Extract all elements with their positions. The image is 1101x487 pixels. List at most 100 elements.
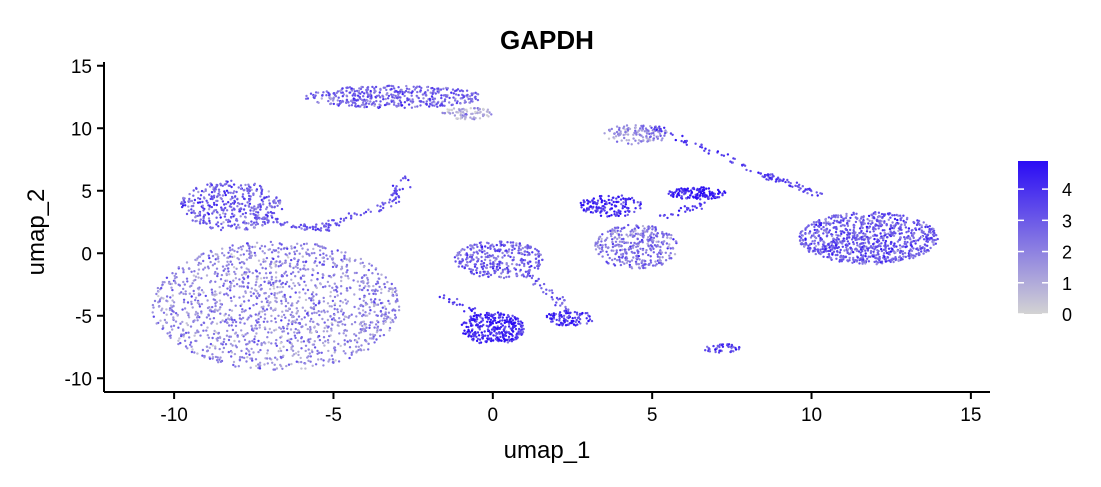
data-point [292, 224, 295, 227]
data-point [489, 273, 493, 277]
data-point [463, 321, 466, 324]
data-point [202, 321, 205, 324]
data-point [494, 249, 497, 253]
data-point [214, 308, 217, 311]
data-point [183, 201, 187, 204]
data-point [304, 367, 307, 370]
data-point [373, 310, 376, 314]
data-point [195, 187, 198, 190]
data-point [242, 197, 246, 200]
data-point [254, 324, 257, 327]
data-point [316, 322, 319, 326]
data-point [181, 202, 185, 206]
data-point [473, 107, 476, 110]
data-point [194, 331, 197, 335]
chart-title: GAPDH [500, 25, 594, 55]
data-point [266, 299, 269, 302]
data-point [926, 225, 929, 229]
data-point [482, 270, 485, 273]
data-point [935, 234, 938, 237]
data-point [364, 273, 368, 277]
data-point [231, 244, 234, 247]
data-point [244, 291, 247, 295]
data-point [231, 255, 234, 259]
data-point [285, 364, 288, 368]
data-point [384, 97, 387, 101]
data-point [371, 85, 374, 89]
data-point [271, 361, 274, 364]
data-point [481, 319, 485, 322]
data-point [307, 359, 310, 362]
data-point [281, 325, 285, 329]
data-point [364, 323, 368, 326]
data-point [252, 193, 255, 197]
data-point [667, 192, 670, 195]
data-point [226, 329, 229, 333]
data-point [874, 211, 877, 214]
data-point [864, 249, 867, 252]
data-point [675, 195, 679, 198]
data-point [478, 338, 482, 341]
data-point [632, 244, 635, 247]
data-point [252, 221, 256, 224]
data-point [848, 256, 851, 260]
data-point [468, 95, 472, 98]
data-point [214, 304, 217, 308]
data-point [821, 243, 825, 246]
data-point [352, 97, 355, 100]
data-point [361, 85, 364, 89]
data-point [170, 282, 173, 286]
data-point [877, 224, 880, 227]
data-point [894, 222, 898, 225]
data-point [343, 339, 346, 342]
data-point [270, 206, 274, 209]
data-point [234, 331, 238, 334]
data-point [503, 319, 507, 322]
data-point [233, 214, 236, 217]
data-point [641, 229, 644, 232]
data-point [928, 229, 932, 233]
data-point [470, 329, 474, 332]
data-point [836, 234, 840, 237]
data-point [205, 274, 209, 277]
data-point [366, 276, 369, 280]
data-point [515, 274, 518, 277]
data-point [369, 210, 372, 213]
data-point [869, 255, 872, 258]
data-point [599, 214, 603, 217]
data-point [486, 246, 490, 250]
data-point [358, 87, 361, 90]
data-point [491, 322, 494, 325]
data-point [231, 212, 234, 215]
data-point [624, 241, 628, 244]
data-point [633, 210, 636, 214]
data-point [205, 222, 208, 225]
data-point [196, 352, 199, 355]
data-point [293, 319, 296, 323]
data-point [641, 240, 644, 243]
data-point [624, 133, 627, 136]
data-point [624, 210, 627, 213]
data-point [174, 320, 178, 323]
data-point [499, 275, 503, 279]
data-point [388, 326, 392, 330]
data-point [314, 304, 317, 307]
data-point [648, 238, 651, 242]
data-point [245, 271, 248, 274]
data-point [387, 94, 391, 98]
data-point [831, 248, 834, 251]
data-point [829, 257, 833, 260]
data-point [475, 271, 478, 274]
data-point [270, 278, 273, 281]
data-point [323, 321, 326, 324]
data-point [729, 350, 732, 354]
data-point [631, 246, 635, 249]
data-point [384, 307, 387, 311]
data-point [696, 192, 699, 196]
data-point [397, 196, 401, 199]
data-point [213, 203, 216, 206]
data-point [501, 316, 504, 319]
data-point [238, 296, 241, 299]
data-point [211, 212, 214, 215]
data-point [487, 318, 490, 321]
